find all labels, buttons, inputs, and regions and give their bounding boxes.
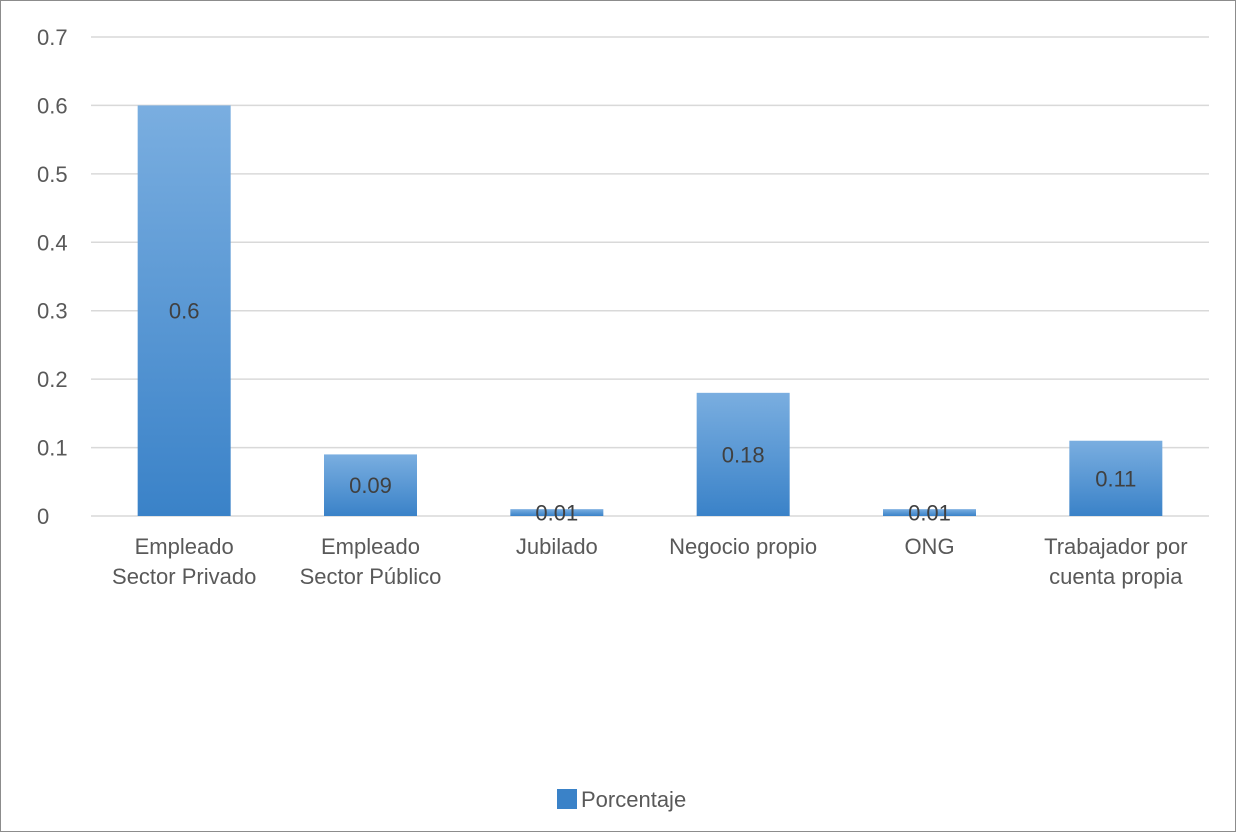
x-category-label: Empleado xyxy=(321,534,420,559)
y-tick-label: 0.1 xyxy=(37,436,68,461)
data-label: 0.11 xyxy=(1095,466,1136,491)
x-axis-categories: Empleado Sector Privado Empleado Sector Púb… xyxy=(112,534,1188,589)
x-category-label: Jubilado xyxy=(516,534,598,559)
legend: Porcentaje xyxy=(557,787,686,812)
y-tick-label: 0.6 xyxy=(37,93,68,118)
y-tick-label: 0.2 xyxy=(37,367,68,392)
y-tick-label: 0.5 xyxy=(37,162,68,187)
y-tick-label: 0.3 xyxy=(37,299,68,324)
legend-label: Porcentaje xyxy=(581,787,686,812)
x-category-label: Sector Privado xyxy=(112,564,256,589)
y-tick-label: 0.7 xyxy=(37,25,68,50)
x-category-label: cuenta propia xyxy=(1049,564,1183,589)
bar xyxy=(137,105,231,516)
data-labels: 0.6 0.09 0.01 0.18 0.01 0.11 xyxy=(169,299,1137,526)
data-label: 0.01 xyxy=(535,501,578,526)
y-tick-label: 0 xyxy=(37,504,49,529)
bar xyxy=(883,509,976,516)
gridlines xyxy=(91,36,1209,517)
bars xyxy=(137,105,1163,516)
data-label: 0.09 xyxy=(349,473,392,498)
data-label: 0.6 xyxy=(169,299,200,324)
bar xyxy=(510,509,604,516)
bar xyxy=(1069,440,1163,516)
bar xyxy=(696,392,790,516)
x-category-label: ONG xyxy=(904,534,954,559)
x-category-label: Negocio propio xyxy=(669,534,817,559)
x-category-label: Trabajador por xyxy=(1044,534,1187,559)
bar xyxy=(324,454,417,516)
y-axis-ticks: 0 0.1 0.2 0.3 0.4 0.5 0.6 0.7 xyxy=(37,25,68,529)
data-label: 0.18 xyxy=(722,442,765,467)
legend-swatch xyxy=(557,789,577,809)
data-label: 0.01 xyxy=(908,501,951,526)
y-tick-label: 0.4 xyxy=(37,230,68,255)
x-category-label: Empleado xyxy=(135,534,234,559)
x-category-label: Sector Público xyxy=(300,564,442,589)
